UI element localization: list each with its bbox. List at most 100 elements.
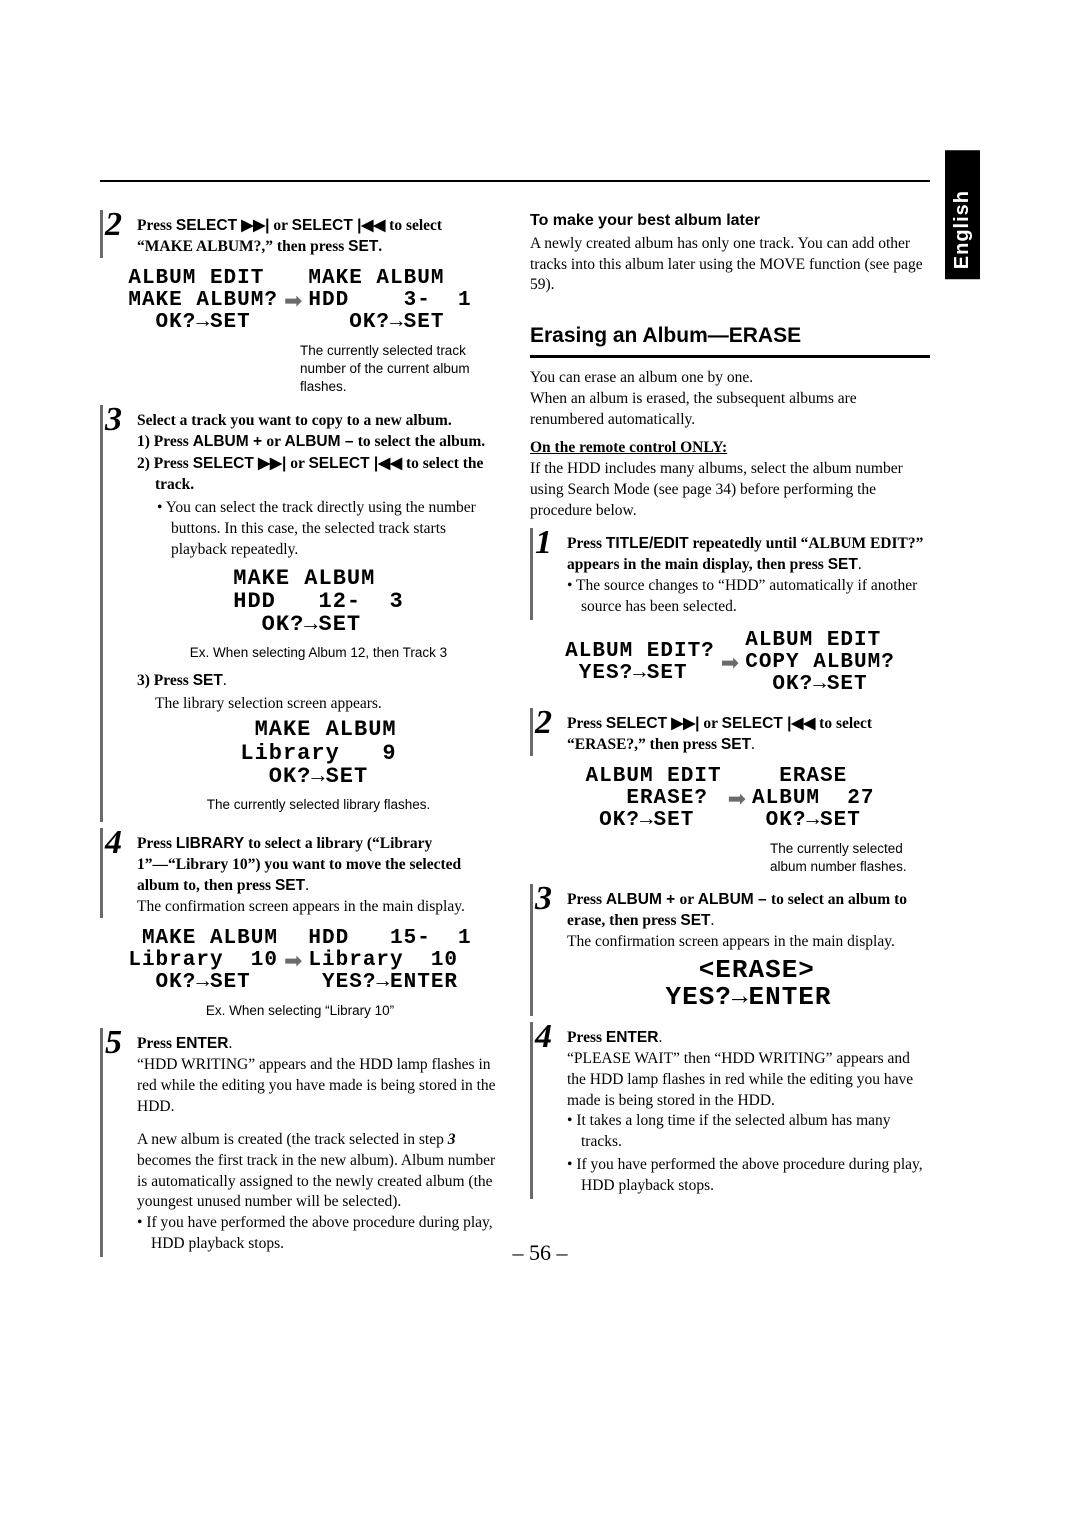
subheading: To make your best album later (530, 210, 930, 232)
t: Press (567, 535, 606, 552)
step-number: 1 (535, 526, 557, 620)
set-label: SET (721, 736, 751, 753)
t: Press (137, 835, 176, 852)
note: If you have performed the above procedur… (581, 1155, 930, 1197)
text: The confirmation screen appears in the m… (567, 932, 930, 953)
lcd-pair: ALBUM EDIT? YES?→SET ➡ ALBUM EDIT COPY A… (530, 626, 930, 700)
left-step-4: 4 Press LIBRARY to select a library (“Li… (100, 828, 500, 918)
text: You can erase an album one by one. (530, 368, 930, 389)
note-list: The source changes to “HDD” automaticall… (567, 576, 930, 618)
set-label: SET (193, 672, 223, 689)
t: A new album is created (the track select… (137, 1131, 448, 1148)
step-number: 3 (105, 403, 127, 822)
lcd-pair: MAKE ALBUM Library 10 OK?→SET ➡ HDD 15- … (100, 924, 500, 998)
step-body: Press LIBRARY to select a library (“Libr… (137, 828, 500, 918)
arrow-icon: ➡ (728, 784, 746, 814)
t: to select the album. (358, 433, 485, 450)
step-number: 4 (535, 1020, 557, 1199)
arrow-icon: ➡ (284, 286, 302, 316)
select-fwd-label: SELECT ▶▶| (193, 455, 287, 472)
set-label: SET (348, 238, 378, 255)
lcd-display: ALBUM EDIT COPY ALBUM? OK?→SET (745, 630, 895, 696)
t: . (223, 672, 227, 689)
text: If the HDD includes many albums, select … (530, 459, 930, 522)
enter-label: ENTER (176, 1035, 229, 1052)
text: A new album is created (the track select… (137, 1130, 500, 1214)
step-body: Press ENTER. “PLEASE WAIT” then “HDD WRI… (567, 1022, 930, 1199)
text: When an album is erased, the subsequent … (530, 389, 930, 431)
right-step-3: 3 Press ALBUM + or ALBUM – to select an … (530, 884, 930, 1015)
page-number: – 56 – (0, 1240, 1080, 1266)
step-number: 2 (105, 208, 127, 258)
t: 2) Press (137, 455, 193, 472)
step-body: Select a track you want to copy to a new… (137, 405, 500, 822)
t: or (700, 715, 722, 732)
lcd-display: MAKE ALBUM Library 9 OK?→SET (240, 718, 396, 787)
left-step-3: 3 Select a track you want to copy to a n… (100, 405, 500, 822)
lcd-display: ERASE ALBUM 27 OK?→SET (752, 766, 874, 832)
t: . (305, 877, 309, 894)
note: The source changes to “HDD” automaticall… (581, 576, 930, 618)
select-fwd-label: SELECT ▶▶| (606, 715, 700, 732)
enter-label: ENTER (606, 1029, 659, 1046)
text: The library selection screen appears. (137, 694, 500, 715)
left-column: 2 Press SELECT ▶▶| or SELECT |◀◀ to sele… (100, 210, 500, 1263)
substep: 3) Press SET. (155, 671, 500, 692)
select-rev-label: SELECT |◀◀ (308, 455, 402, 472)
step-ref: 3 (448, 1131, 456, 1148)
library-label: LIBRARY (176, 835, 244, 852)
step-number: 2 (535, 706, 557, 756)
t: On the remote control ONLY: (530, 439, 727, 456)
right-step-2: 2 Press SELECT ▶▶| or SELECT |◀◀ to sele… (530, 708, 930, 756)
t: Press (567, 715, 606, 732)
t: Press (567, 1029, 606, 1046)
lcd-display: MAKE ALBUM HDD 3- 1 OK?→SET (308, 268, 471, 334)
t: or (266, 433, 284, 450)
text: or (270, 217, 292, 234)
t: . (658, 1029, 662, 1046)
lcd-pair: ALBUM EDIT ERASE? OK?→SET ➡ ERASE ALBUM … (530, 762, 930, 836)
lcd-display: MAKE ALBUM Library 10 OK?→SET (128, 928, 278, 994)
lcd-display: <ERASE> YES?→ENTER (665, 957, 831, 1012)
lcd-display: ALBUM EDIT MAKE ALBUM? OK?→SET (128, 268, 278, 334)
select-rev-label: SELECT |◀◀ (292, 217, 386, 234)
step-number: 3 (535, 882, 557, 1015)
right-column: To make your best album later A newly cr… (530, 210, 930, 1263)
step-number: 5 (105, 1026, 127, 1257)
album-plus-label: ALBUM + (193, 433, 267, 450)
step-lead: Select a track you want to copy to a new… (137, 412, 452, 429)
substep-list: 3) Press SET. (137, 671, 500, 692)
step-body: Press SELECT ▶▶| or SELECT |◀◀ to select… (567, 708, 930, 756)
lcd-caption: The currently selected track number of t… (300, 342, 490, 397)
arrow-icon: ➡ (284, 946, 302, 976)
t: . (711, 912, 715, 929)
arrow-icon: ➡ (721, 648, 739, 678)
substep-list: 1) Press ALBUM + or ALBUM – to select th… (137, 432, 500, 497)
t: 3) Press (137, 672, 193, 689)
top-rule (100, 180, 930, 182)
note: It takes a long time if the selected alb… (581, 1111, 930, 1153)
right-step-4: 4 Press ENTER. “PLEASE WAIT” then “HDD W… (530, 1022, 930, 1199)
text: . (378, 238, 382, 255)
t: Press (567, 891, 606, 908)
t: or (286, 455, 308, 472)
lcd-display: HDD 15- 1 Library 10 YES?→ENTER (308, 928, 471, 994)
right-step-1: 1 Press TITLE/EDIT repeatedly until “ALB… (530, 528, 930, 620)
album-plus-label: ALBUM + (606, 891, 680, 908)
lcd-display: ALBUM EDIT? YES?→SET (565, 641, 715, 685)
note-list: You can select the track directly using … (137, 498, 500, 561)
album-minus-label: ALBUM – (698, 891, 771, 908)
lcd-caption: The currently selected album number flas… (770, 840, 930, 876)
t: Press (137, 1035, 176, 1052)
step-body: Press TITLE/EDIT repeatedly until “ALBUM… (567, 528, 930, 620)
note: You can select the track directly using … (171, 498, 500, 561)
lcd-caption: Ex. When selecting “Library 10” (100, 1002, 500, 1020)
left-step-2: 2 Press SELECT ▶▶| or SELECT |◀◀ to sele… (100, 210, 500, 258)
step-body: Press ENTER. “HDD WRITING” appears and t… (137, 1028, 500, 1257)
lcd-display: MAKE ALBUM HDD 12- 3 OK?→SET (233, 567, 403, 636)
section-rule (530, 355, 930, 358)
lcd-pair: ALBUM EDIT MAKE ALBUM? OK?→SET ➡ MAKE AL… (100, 264, 500, 338)
t: . (858, 556, 862, 573)
select-fwd-label: SELECT ▶▶| (176, 217, 270, 234)
substep: 2) Press SELECT ▶▶| or SELECT |◀◀ to sel… (155, 454, 500, 496)
